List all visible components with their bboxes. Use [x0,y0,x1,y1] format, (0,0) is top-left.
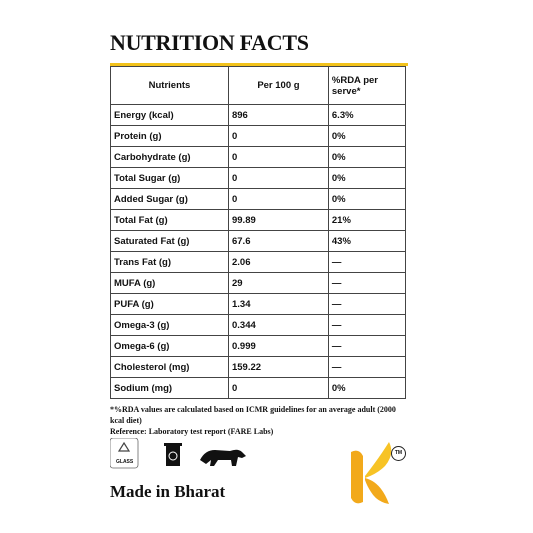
table-cell: Total Sugar (g) [110,167,229,189]
footnote: *%RDA values are calculated based on ICM… [110,405,396,425]
table-cell: 0 [227,167,329,189]
accent-bar [110,63,408,66]
table-cell: — [327,251,407,273]
table-row: Omega-3 (g) 0.344— [110,314,407,336]
table-cell: Carbohydrate (g) [110,146,229,168]
table-row: Energy (kcal) 896 6.3% [110,104,407,126]
table-row: PUFA (g) 1.34— [110,293,407,315]
table-row: Carbohydrate (g) 0 0% [110,146,407,168]
table-row: Sodium (mg) 0 0% [110,377,407,399]
table-cell: Saturated Fat (g) [110,230,229,252]
table-cell: Energy (kcal) [110,104,229,126]
table-row: Omega-6 (g) 0.999— [110,335,407,357]
table-cell: 0% [327,146,407,168]
table-row: Added Sugar (g) 0 0% [110,188,407,210]
table-cell: 0 [227,377,329,399]
table-row: Total Fat (g) 99.89 21% [110,209,407,231]
title: NUTRITION FACTS [110,30,309,55]
table-cell: 6.3% [327,104,407,126]
origin: Made in Bharat [110,482,226,501]
header-row: Nutrients Per 100 g %RDA per serve* [110,66,407,105]
trademark: TM [391,446,406,461]
table-cell: Omega-3 (g) [110,314,229,336]
footnote: Reference: Laboratory test report (FARE … [110,427,274,436]
table-cell: 0.999 [227,335,329,357]
table-cell: Trans Fat (g) [110,251,229,273]
table-body: Energy (kcal) 896 6.3% Protein (g) 0 0% Carboh… [110,104,407,399]
footnotes: *%RDA values are calculated based on ICM… [110,404,410,437]
table-cell: 21% [327,209,407,231]
table-cell: 0 [227,125,329,147]
table-cell: 1.34 [227,293,329,315]
table-row: Protein (g) 0 0% [110,125,407,147]
table-cell: 67.6 [227,230,329,252]
table-cell: — [327,335,407,357]
table-cell: — [327,314,407,336]
table-row: MUFA (g) 29— [110,272,407,294]
table-cell: Protein (g) [110,125,229,147]
table-row: Cholesterol (mg) 159.22— [110,356,407,378]
table-cell: — [327,293,407,315]
table-cell: 0% [327,377,407,399]
column-header: Nutrients [110,66,229,105]
recycle-symbol [117,441,131,452]
nutrition-table: Nutrients Per 100 g %RDA per serve* Energy… [110,66,407,399]
table-cell: Total Fat (g) [110,209,229,231]
table-cell: 159.22 [227,356,329,378]
table-cell: Omega-6 (g) [110,335,229,357]
glass-icon-frame [110,438,139,469]
brand-logo [351,442,392,504]
table-cell: 99.89 [227,209,329,231]
table-cell: MUFA (g) [110,272,229,294]
table-cell: 0 [227,188,329,210]
table-cell: 0.344 [227,314,329,336]
table-cell: Sodium (mg) [110,377,229,399]
column-header: %RDA per serve* [327,66,407,105]
lion-icon [200,449,246,466]
column-header: Per 100 g [227,66,329,105]
glass-label: GLASS [116,459,134,465]
table-cell: 0% [327,188,407,210]
table-cell: 896 [227,104,329,126]
table-cell: 0% [327,167,407,189]
table-cell: 2.06 [227,251,329,273]
table-cell: PUFA (g) [110,293,229,315]
table-row: Total Sugar (g) 0 0% [110,167,407,189]
table-cell: Cholesterol (mg) [110,356,229,378]
table-cell: 29 [227,272,329,294]
bin-icon [164,443,182,466]
table-cell: 0 [227,146,329,168]
table-cell: — [327,356,407,378]
table-row: Saturated Fat (g) 67.6 43% [110,230,407,252]
table-cell: 43% [327,230,407,252]
table-cell: — [327,272,407,294]
table-cell: Added Sugar (g) [110,188,229,210]
table-cell: 0% [327,125,407,147]
table-row: Trans Fat (g) 2.06— [110,251,407,273]
icons [110,438,246,469]
